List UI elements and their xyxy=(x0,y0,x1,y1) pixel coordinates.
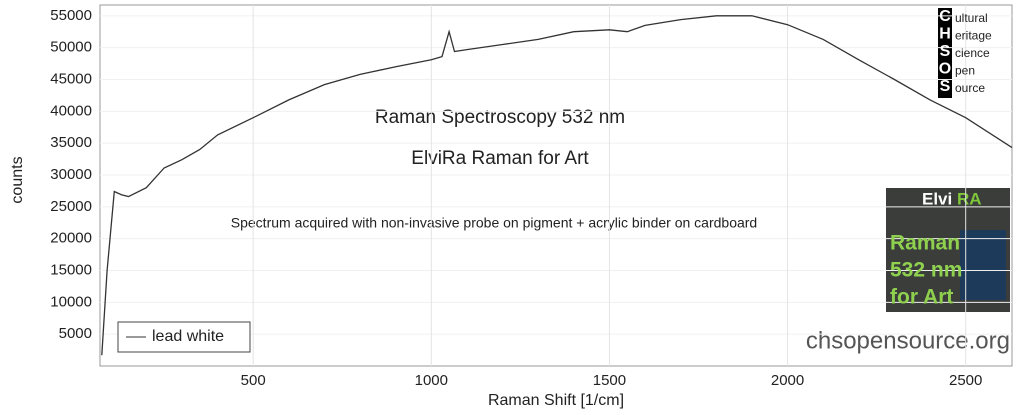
badge-line: 532 nm xyxy=(890,259,962,282)
logo-bar xyxy=(938,8,952,98)
data-line xyxy=(101,15,1013,356)
y-tick-label: 35000 xyxy=(50,134,92,151)
annotation: ElviRa Raman for Art xyxy=(411,148,589,169)
footer: chsopensource.org xyxy=(806,327,1010,354)
x-tick-label: 2000 xyxy=(771,372,804,389)
y-tick-label: 5000 xyxy=(59,325,92,342)
x-tick-label: 2500 xyxy=(949,372,982,389)
y-tick-label: 20000 xyxy=(50,230,92,247)
badge-decor xyxy=(960,230,1006,300)
y-tick-label: 50000 xyxy=(50,39,92,56)
y-tick-label: 45000 xyxy=(50,70,92,87)
logo-letter: C xyxy=(939,8,951,25)
annotation: Spectrum acquired with non-invasive prob… xyxy=(231,215,757,231)
y-tick-label: 40000 xyxy=(50,102,92,119)
y-tick-label: 30000 xyxy=(50,166,92,183)
x-axis-label: Raman Shift [1/cm] xyxy=(488,392,624,409)
y-axis-label: counts xyxy=(9,156,26,203)
logo-word: cience xyxy=(955,46,990,60)
y-tick-label: 15000 xyxy=(50,261,92,278)
logo-word: ource xyxy=(955,81,985,95)
x-tick-label: 1000 xyxy=(415,372,448,389)
logo-word: ultural xyxy=(955,11,988,25)
x-tick-label: 1500 xyxy=(593,372,626,389)
y-tick-label: 25000 xyxy=(50,198,92,215)
badge-title: RA xyxy=(957,189,982,208)
logo-word: eritage xyxy=(955,29,992,43)
logo-letter: S xyxy=(940,78,951,95)
y-tick-label: 10000 xyxy=(50,293,92,310)
x-tick-label: 500 xyxy=(241,372,266,389)
badge-line: Raman xyxy=(890,232,960,255)
logo-letter: H xyxy=(939,26,951,43)
badge-title: Elvi xyxy=(922,189,952,208)
plot-frame xyxy=(99,4,1013,367)
logo-letter: S xyxy=(940,43,951,60)
legend-label: lead white xyxy=(152,328,224,345)
badge-line: for Art xyxy=(890,286,953,309)
y-tick-label: 55000 xyxy=(50,7,92,24)
logo-letter: O xyxy=(939,61,951,78)
logo-word: pen xyxy=(955,64,975,78)
annotation: Raman Spectroscopy 532 nm xyxy=(375,107,625,128)
